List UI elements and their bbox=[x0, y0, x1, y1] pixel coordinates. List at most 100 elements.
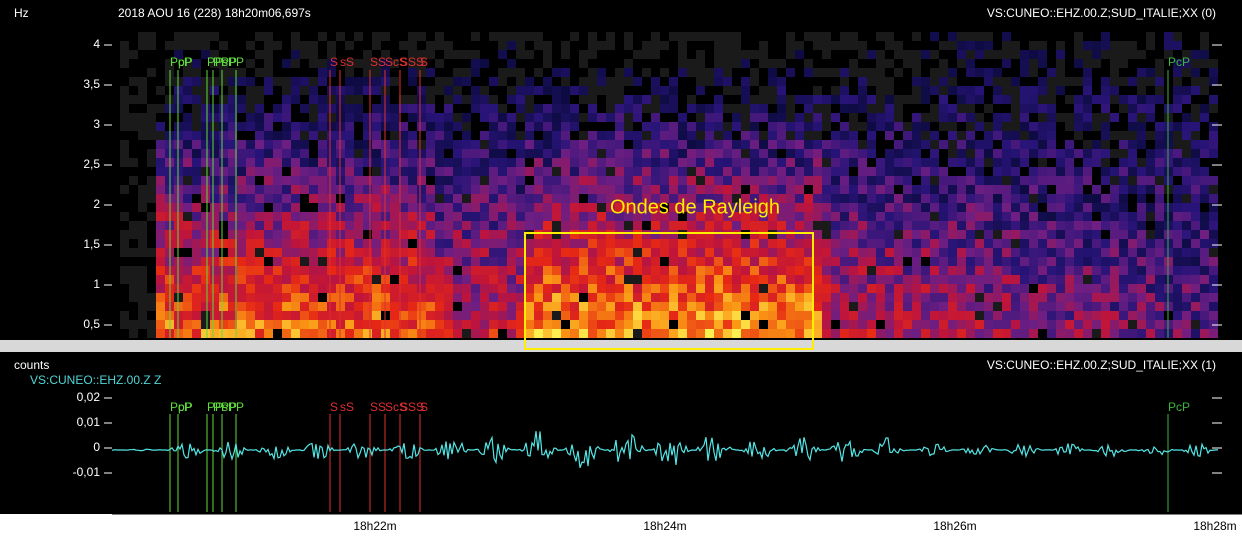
spectrogram-cell bbox=[777, 86, 786, 95]
spectrogram-cell bbox=[498, 176, 507, 185]
spectrogram-cell bbox=[813, 185, 822, 194]
spectrogram-cell bbox=[1002, 50, 1011, 59]
spectrogram-cell bbox=[1110, 284, 1119, 293]
spectrogram-cell bbox=[741, 77, 750, 86]
spectrogram-cell bbox=[1128, 302, 1137, 311]
spectrogram-cell bbox=[714, 185, 723, 194]
spectrogram-cell bbox=[633, 194, 642, 203]
spectrogram-cell bbox=[408, 59, 417, 68]
spectrogram-cell bbox=[363, 86, 372, 95]
pick-label: PcP bbox=[170, 55, 192, 69]
spectrogram-cell bbox=[138, 230, 147, 239]
spectrogram-cell bbox=[894, 320, 903, 329]
spectrogram-cell bbox=[912, 311, 921, 320]
spectrogram-cell bbox=[291, 248, 300, 257]
spectrogram-cell bbox=[957, 194, 966, 203]
spectrogram-cell bbox=[435, 275, 444, 284]
spectrogram-cell bbox=[741, 122, 750, 131]
spectrogram-cell bbox=[561, 230, 570, 239]
spectrogram-cell bbox=[1002, 311, 1011, 320]
spectrogram-cell bbox=[1191, 284, 1200, 293]
spectrogram-cell bbox=[1029, 68, 1038, 77]
spectrogram-cell bbox=[1200, 176, 1209, 185]
spectrogram-cell bbox=[552, 194, 561, 203]
spectrogram-cell bbox=[534, 194, 543, 203]
spectrogram-cell bbox=[903, 275, 912, 284]
spectrogram-cell bbox=[561, 221, 570, 230]
spectrogram-cell bbox=[318, 239, 327, 248]
spectrogram-cell bbox=[993, 284, 1002, 293]
spectrogram-cell bbox=[831, 113, 840, 122]
spectrogram-cell bbox=[282, 86, 291, 95]
spectrogram-cell bbox=[435, 185, 444, 194]
spectrogram-cell bbox=[795, 221, 804, 230]
spectrogram-cell bbox=[804, 320, 813, 329]
spectrogram-cell bbox=[498, 122, 507, 131]
spectrogram-cell bbox=[318, 329, 327, 338]
spectrogram-cell bbox=[570, 32, 579, 41]
spectrogram-cell bbox=[768, 77, 777, 86]
spectrogram-cell bbox=[993, 266, 1002, 275]
pick-label: sP bbox=[222, 400, 236, 414]
spectrogram-cell bbox=[1137, 95, 1146, 104]
spectrogram-cell bbox=[975, 185, 984, 194]
spectrogram-cell bbox=[246, 221, 255, 230]
spectrogram-cell bbox=[372, 293, 381, 302]
spectrogram-cell bbox=[840, 68, 849, 77]
spectrogram-cell bbox=[1011, 320, 1020, 329]
pick-label: PPP bbox=[213, 55, 237, 69]
spectrogram-cell bbox=[786, 248, 795, 257]
spectrogram-cell bbox=[1110, 149, 1119, 158]
spectrogram-cell bbox=[390, 257, 399, 266]
pick-label: PP bbox=[207, 400, 223, 414]
spectrogram-cell bbox=[1074, 41, 1083, 50]
spectrogram-cell bbox=[480, 176, 489, 185]
spectrogram-cell bbox=[264, 329, 273, 338]
spectrogram-cell bbox=[444, 311, 453, 320]
spectrogram-cell bbox=[228, 167, 237, 176]
spectrogram-cell bbox=[570, 230, 579, 239]
spectrogram-cell bbox=[624, 239, 633, 248]
spectrogram-cell bbox=[498, 41, 507, 50]
spectrogram-cell bbox=[1146, 104, 1155, 113]
spectrogram-cell bbox=[1011, 113, 1020, 122]
spectrogram-cell bbox=[156, 275, 165, 284]
spectrogram-cell bbox=[246, 311, 255, 320]
spectrogram-cell bbox=[408, 77, 417, 86]
spectrogram-cell bbox=[777, 239, 786, 248]
spectrogram-cell bbox=[1038, 221, 1047, 230]
spectrogram-cell bbox=[1182, 140, 1191, 149]
spectrogram-cell bbox=[1101, 212, 1110, 221]
spectrogram-cell bbox=[1191, 248, 1200, 257]
spectrogram-cell bbox=[651, 86, 660, 95]
spectrogram-cell bbox=[750, 113, 759, 122]
spectrogram-cell bbox=[588, 50, 597, 59]
spectrogram-cell bbox=[408, 194, 417, 203]
spectrogram-cell bbox=[723, 32, 732, 41]
spectrogram-cell bbox=[1155, 203, 1164, 212]
spectrogram-cell bbox=[858, 122, 867, 131]
spectrogram-cell bbox=[1209, 95, 1218, 104]
spectrogram-cell bbox=[786, 302, 795, 311]
spectrogram-cell bbox=[1173, 230, 1182, 239]
spectrogram-cell bbox=[714, 158, 723, 167]
spectrogram-cell bbox=[507, 131, 516, 140]
spectrogram-cell bbox=[1146, 266, 1155, 275]
spectrogram-cell bbox=[750, 50, 759, 59]
spectrogram-cell bbox=[1029, 230, 1038, 239]
spectrogram-cell bbox=[957, 32, 966, 41]
spectrogram-cell bbox=[624, 257, 633, 266]
spectrogram-cell bbox=[678, 122, 687, 131]
spectrogram-cell bbox=[309, 167, 318, 176]
spectrogram-cell bbox=[858, 86, 867, 95]
spectrogram-cell bbox=[750, 194, 759, 203]
spectrogram-cell bbox=[201, 50, 210, 59]
spectrogram-cell bbox=[876, 266, 885, 275]
spectrogram-cell bbox=[813, 212, 822, 221]
spectrogram-cell bbox=[1155, 293, 1164, 302]
spectrogram-cell bbox=[210, 320, 219, 329]
spectrogram-cell bbox=[453, 122, 462, 131]
spectrogram-cell bbox=[1002, 284, 1011, 293]
spectrogram-cell bbox=[1209, 122, 1218, 131]
spectrogram-cell bbox=[282, 149, 291, 158]
